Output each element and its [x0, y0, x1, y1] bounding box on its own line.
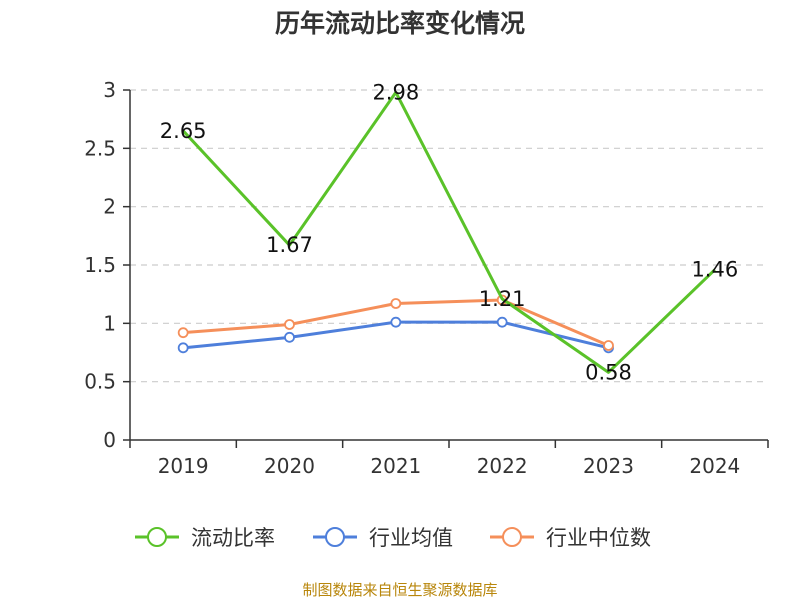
- legend-label: 行业中位数: [546, 526, 651, 550]
- data-labels: 2.65 1.67 2.98 1.21 0.58 1.46: [160, 80, 738, 384]
- data-point: [284, 319, 295, 330]
- data-label: 2.98: [372, 80, 419, 104]
- chart-title: 历年流动比率变化情况: [275, 9, 525, 38]
- legend-item[interactable]: 行业中位数: [490, 526, 651, 550]
- series-line: [182, 90, 716, 374]
- y-tick-label: 2.5: [84, 136, 116, 160]
- y-tick-label: 0: [103, 428, 116, 452]
- data-point: [390, 298, 402, 309]
- series-2: [177, 294, 614, 351]
- data-label: 0.58: [585, 360, 632, 384]
- data-point: [390, 316, 402, 328]
- legend-item[interactable]: 行业均值: [313, 526, 453, 550]
- x-tick-label: 2023: [583, 454, 634, 478]
- legend-item[interactable]: 流动比率: [135, 526, 275, 550]
- legend-marker-icon: [325, 527, 345, 547]
- source-note: 制图数据来自恒生聚源数据库: [302, 581, 497, 599]
- y-tick-label: 1: [103, 311, 116, 335]
- x-tick-label: 2019: [158, 454, 209, 478]
- data-label: 1.67: [266, 233, 313, 257]
- x-tick-label: 2020: [264, 454, 315, 478]
- series-lines: [177, 90, 716, 374]
- y-tick-label: 2: [103, 195, 116, 219]
- data-label: 1.46: [691, 258, 738, 282]
- data-point: [496, 316, 508, 328]
- x-tick-label: 2021: [370, 454, 421, 478]
- axes: 0 0.5 1 1.5 2 2.5 3 2019 2020 2021 2022 2023 2024: [84, 78, 769, 478]
- legend[interactable]: 流动比率 行业均值 行业中位数: [135, 526, 651, 550]
- series-0: [182, 90, 716, 374]
- data-point: [177, 342, 189, 354]
- data-point: [284, 331, 295, 343]
- y-tick-label: 0.5: [84, 370, 116, 394]
- legend-label: 行业均值: [369, 526, 453, 550]
- y-tick-label: 1.5: [84, 253, 116, 277]
- legend-marker-icon: [147, 527, 167, 547]
- data-label: 2.65: [160, 119, 207, 143]
- legend-label: 流动比率: [191, 526, 275, 550]
- legend-marker-icon: [502, 527, 522, 547]
- data-point: [177, 327, 189, 339]
- y-tick-label: 3: [103, 78, 116, 102]
- data-label: 1.21: [479, 287, 526, 311]
- x-tick-label: 2022: [477, 454, 528, 478]
- x-tick-label: 2024: [689, 454, 740, 478]
- data-point: [603, 340, 614, 351]
- grid-lines: [130, 89, 768, 383]
